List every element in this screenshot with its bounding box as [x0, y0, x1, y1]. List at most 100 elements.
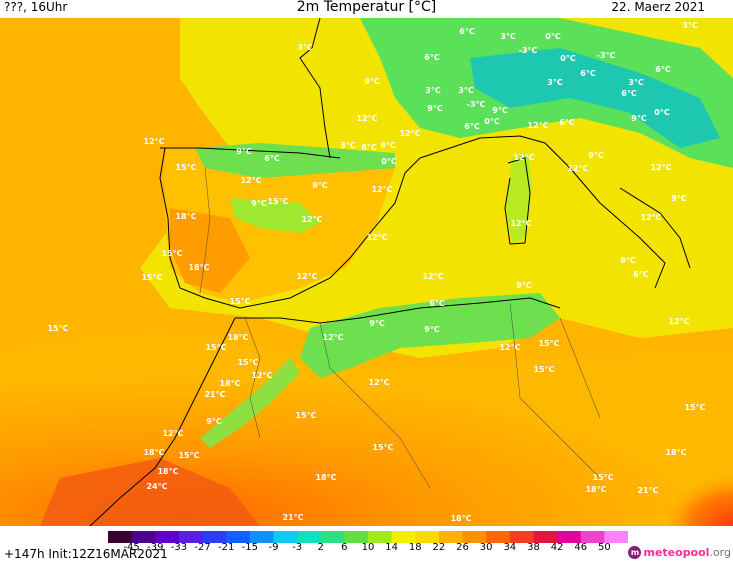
- colorbar-segment: [462, 531, 487, 543]
- temperature-label: 12°C: [668, 317, 689, 326]
- temperature-label: 9°C: [206, 417, 222, 426]
- temperature-label: 0°C: [560, 54, 576, 63]
- temperature-label: 6°C: [559, 118, 575, 127]
- temperature-label: 18°C: [219, 379, 240, 388]
- temperature-labels: 6°C3°C 0°C3°C-3°C0°C -3°C6°C6°C3°C6°C3°C3°…: [47, 21, 705, 523]
- temperature-label: 18°C: [188, 263, 209, 272]
- colorbar-tick-label: 6: [341, 542, 348, 553]
- temperature-label: 0°C: [654, 108, 670, 117]
- temperature-label: 15°C: [161, 249, 182, 258]
- temperature-label: 9°C: [427, 104, 443, 113]
- temperature-label: 18°C: [175, 212, 196, 221]
- temperature-label: 9°C: [251, 199, 267, 208]
- temperature-label: 6°C: [580, 69, 596, 78]
- colorbar-segment: [178, 531, 204, 543]
- temperature-label: 9°C: [516, 281, 532, 290]
- map-header: ???, 16Uhr 2m Temperatur [°C] 22. Maerz …: [0, 0, 733, 18]
- temperature-label: 9°C: [236, 147, 252, 156]
- colorbar-tick-label: 2: [317, 542, 324, 553]
- colorbar-segment: [368, 531, 393, 543]
- temperature-label: 3°C: [500, 32, 516, 41]
- colorbar: [108, 531, 628, 543]
- colorbar-segment: [155, 531, 180, 543]
- temperature-label: 9°C: [364, 77, 380, 86]
- colorbar-segment: [344, 531, 369, 543]
- hot-southwest: [40, 458, 260, 526]
- temperature-label: 12°C: [301, 215, 322, 224]
- temperature-label: 0°C: [381, 157, 397, 166]
- corsica-sardinia: [506, 153, 532, 243]
- temperature-label: 12°C: [251, 371, 272, 380]
- colorbar-segment: [131, 531, 156, 543]
- colorbar-tick-label: 38: [527, 542, 540, 553]
- temperature-label: 3°C: [682, 21, 698, 30]
- colorbar-tick-label: 22: [432, 542, 446, 553]
- temperature-label: 9°C: [369, 319, 385, 328]
- colorbar-tick-label: 10: [361, 542, 375, 553]
- colorbar-tick-label: 34: [503, 542, 517, 553]
- temperature-label: 6°C: [429, 299, 445, 308]
- meteopool-logo[interactable]: m meteo pool .org: [628, 546, 731, 559]
- temperature-label: 15°C: [267, 197, 288, 206]
- temperature-label: 3°C: [628, 78, 644, 87]
- coastlines: [89, 18, 691, 526]
- colorbar-tick-label: -9: [268, 542, 279, 553]
- temperature-label: 12°C: [650, 163, 671, 172]
- temperature-label: 0°C: [484, 117, 500, 126]
- temperature-label: 12°C: [356, 114, 377, 123]
- temperature-label: 15°C: [229, 297, 250, 306]
- colorbar-tick-label: -39: [147, 542, 164, 553]
- colorbar-tick-label: 46: [574, 542, 588, 553]
- temperature-label: 6°C: [633, 270, 649, 279]
- temperature-label: 15°C: [538, 339, 559, 348]
- temperature-label: 6°C: [655, 65, 671, 74]
- temperature-label: 12°C: [322, 333, 343, 342]
- temperature-label: 12°C: [422, 272, 443, 281]
- logo-text: meteo: [643, 546, 683, 559]
- temperature-label: 15°C: [372, 443, 393, 452]
- temperature-label: 12°C: [162, 429, 183, 438]
- borders: [199, 167, 601, 489]
- colorbar-tick-label: -33: [170, 542, 188, 553]
- temperature-label: 21°C: [637, 486, 658, 495]
- temperature-label: 15°C: [684, 403, 705, 412]
- colorbar-tick-label: -45: [123, 542, 140, 553]
- temperature-label: 12°C: [366, 233, 387, 242]
- temperature-label: 15°C: [205, 343, 226, 352]
- temperature-label: 15°C: [47, 324, 68, 333]
- temperature-label: 9°C: [380, 141, 396, 150]
- colorbar-tick-label: 42: [550, 542, 564, 553]
- temperature-label: 9°C: [620, 256, 636, 265]
- colorbar-segment: [557, 531, 582, 543]
- temperature-label: -3°C: [467, 100, 486, 109]
- temperature-label: 12°C: [368, 378, 389, 387]
- temperature-label: 12°C: [240, 176, 261, 185]
- temperature-map: 6°C3°C 0°C3°C-3°C0°C -3°C6°C6°C3°C6°C3°C3°…: [0, 18, 733, 526]
- temperature-label: 12°C: [527, 121, 548, 130]
- temperature-label: 3°C: [458, 86, 474, 95]
- iberia-green-patches: [230, 198, 320, 233]
- temperature-label: 9°C: [671, 194, 687, 203]
- temperature-label: 0°C: [545, 32, 561, 41]
- colorbar-segment: [273, 531, 298, 543]
- temperature-label: 18°C: [585, 485, 606, 494]
- temperature-label: -3°C: [597, 51, 616, 60]
- colorbar-segment: [533, 531, 558, 543]
- temperature-label: 9°C: [424, 325, 440, 334]
- temperature-label: 15°C: [295, 411, 316, 420]
- temperature-label: 12°C: [296, 272, 317, 281]
- temperature-label: 9°C: [312, 181, 328, 190]
- temperature-label: 12°C: [399, 129, 420, 138]
- map-footer: -45 -39 -33 -27 -21 -15 -9 -3 2 6 10 14 18 22 26 30 34 38…: [0, 526, 733, 566]
- temperature-label: 6°C: [464, 122, 480, 131]
- colorbar-segment: [415, 531, 440, 543]
- temperature-label: 12°C: [143, 137, 164, 146]
- temperature-label: 12°C: [640, 213, 661, 222]
- temperature-label: 21°C: [282, 513, 303, 522]
- temperature-label: 15°C: [592, 473, 613, 482]
- colorbar-segment: [249, 531, 274, 543]
- logo-domain: .org: [709, 546, 731, 559]
- temperature-label: 18°C: [665, 448, 686, 457]
- logo-icon: m: [628, 546, 642, 559]
- temperature-label: 24°C: [146, 482, 167, 491]
